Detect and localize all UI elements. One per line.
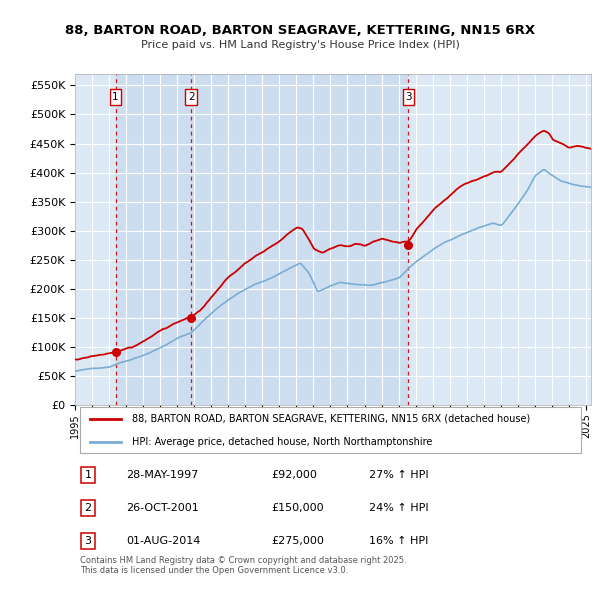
FancyBboxPatch shape <box>80 407 581 453</box>
Text: 26-OCT-2001: 26-OCT-2001 <box>127 503 199 513</box>
Text: 88, BARTON ROAD, BARTON SEAGRAVE, KETTERING, NN15 6RX: 88, BARTON ROAD, BARTON SEAGRAVE, KETTER… <box>65 24 535 37</box>
Bar <box>116 74 191 405</box>
Text: Price paid vs. HM Land Registry's House Price Index (HPI): Price paid vs. HM Land Registry's House … <box>140 40 460 50</box>
Text: £275,000: £275,000 <box>271 536 324 546</box>
Text: HPI: Average price, detached house, North Northamptonshire: HPI: Average price, detached house, Nort… <box>132 437 432 447</box>
Text: 3: 3 <box>405 92 412 102</box>
Text: 1: 1 <box>112 92 119 102</box>
Text: 1: 1 <box>85 470 91 480</box>
Text: 16% ↑ HPI: 16% ↑ HPI <box>369 536 428 546</box>
Text: 24% ↑ HPI: 24% ↑ HPI <box>369 503 429 513</box>
Bar <box>191 74 409 405</box>
Text: Contains HM Land Registry data © Crown copyright and database right 2025.
This d: Contains HM Land Registry data © Crown c… <box>80 556 407 575</box>
Text: 2: 2 <box>85 503 91 513</box>
Text: £92,000: £92,000 <box>271 470 317 480</box>
Text: 27% ↑ HPI: 27% ↑ HPI <box>369 470 429 480</box>
Text: 88, BARTON ROAD, BARTON SEAGRAVE, KETTERING, NN15 6RX (detached house): 88, BARTON ROAD, BARTON SEAGRAVE, KETTER… <box>132 414 530 424</box>
Text: £150,000: £150,000 <box>271 503 324 513</box>
Text: 3: 3 <box>85 536 91 546</box>
Text: 2: 2 <box>188 92 194 102</box>
Text: 28-MAY-1997: 28-MAY-1997 <box>127 470 199 480</box>
Text: 01-AUG-2014: 01-AUG-2014 <box>127 536 201 546</box>
